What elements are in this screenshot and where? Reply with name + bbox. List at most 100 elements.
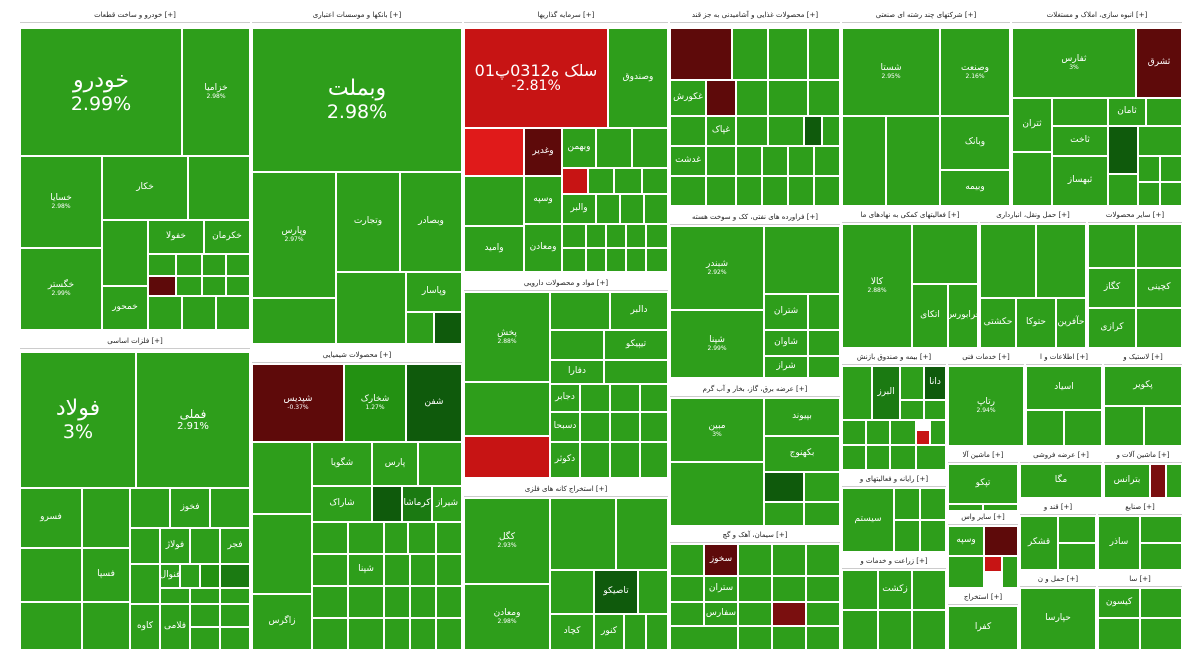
- stock-tile[interactable]: [670, 176, 706, 206]
- sector-header[interactable]: ماشین آلا [+]: [948, 448, 1018, 463]
- stock-tile[interactable]: فسپا: [82, 548, 130, 602]
- stock-tile[interactable]: [842, 570, 878, 610]
- stock-tile[interactable]: وتجارت: [336, 172, 400, 272]
- stock-tile[interactable]: [1138, 126, 1182, 156]
- stock-tile[interactable]: [808, 80, 840, 116]
- sector-header[interactable]: بیمه و صندوق بازنش [+]: [842, 350, 946, 365]
- sector-header[interactable]: سیمان، آهک و گچ [+]: [670, 528, 840, 543]
- stock-tile[interactable]: زکشت: [878, 570, 912, 610]
- stock-tile[interactable]: ستران: [704, 576, 738, 602]
- stock-tile[interactable]: خگستر 2.99%: [20, 248, 102, 330]
- stock-tile[interactable]: [550, 570, 594, 614]
- sector-header[interactable]: حمل و ن [+]: [1020, 572, 1096, 587]
- stock-tile[interactable]: وپارس 2.97%: [252, 172, 336, 298]
- stock-tile[interactable]: شاوان: [764, 330, 808, 356]
- stock-tile[interactable]: شراز: [764, 356, 808, 378]
- stock-tile[interactable]: [252, 514, 312, 594]
- stock-tile[interactable]: تیپیکو: [604, 330, 668, 360]
- stock-tile[interactable]: [464, 176, 524, 226]
- stock-tile[interactable]: [1108, 126, 1138, 174]
- stock-tile[interactable]: حکشتی: [980, 298, 1016, 348]
- stock-tile[interactable]: غکورش: [670, 80, 706, 116]
- stock-tile[interactable]: خکار: [102, 156, 188, 220]
- stock-tile[interactable]: [1052, 98, 1108, 126]
- sector-header[interactable]: حمل ونقل، انبارداری [+]: [980, 208, 1086, 223]
- stock-tile[interactable]: [418, 442, 462, 486]
- stock-tile[interactable]: [638, 570, 668, 614]
- stock-tile[interactable]: سیستم: [842, 488, 894, 552]
- stock-tile[interactable]: [20, 602, 82, 650]
- stock-tile[interactable]: [464, 382, 550, 436]
- stock-tile[interactable]: [1088, 224, 1136, 268]
- stock-tile[interactable]: [82, 488, 130, 548]
- stock-tile[interactable]: ثفارس 3%: [1012, 28, 1136, 98]
- stock-tile[interactable]: فولاد 3%: [20, 352, 136, 488]
- stock-tile[interactable]: وبملت 2.98%: [252, 28, 462, 172]
- stock-tile[interactable]: دسبحا: [550, 412, 580, 442]
- stock-tile[interactable]: [464, 436, 550, 478]
- stock-tile[interactable]: شپنا: [348, 554, 384, 586]
- stock-tile[interactable]: دالبر: [610, 292, 668, 330]
- stock-tile[interactable]: خزامیا 2.98%: [182, 28, 250, 156]
- stock-tile[interactable]: وپاسار: [406, 272, 462, 312]
- stock-tile[interactable]: مگا: [1020, 464, 1102, 498]
- stock-tile[interactable]: [20, 548, 82, 602]
- stock-tile[interactable]: [1146, 98, 1182, 126]
- stock-tile[interactable]: [616, 498, 668, 570]
- stock-tile[interactable]: شپدیس -0.37%: [252, 364, 344, 442]
- stock-tile[interactable]: قشکر: [1020, 516, 1058, 570]
- stock-tile[interactable]: شیراز: [432, 486, 462, 522]
- stock-tile[interactable]: وبانک: [940, 116, 1010, 170]
- stock-tile[interactable]: [102, 220, 148, 286]
- stock-tile[interactable]: [1012, 152, 1052, 206]
- stock-tile[interactable]: [550, 498, 616, 570]
- stock-tile[interactable]: [82, 602, 130, 650]
- sector-header[interactable]: رایانه و فعالیتهای و [+]: [842, 472, 946, 487]
- stock-tile[interactable]: حپارسا: [1020, 588, 1096, 650]
- stock-tile[interactable]: [1136, 308, 1182, 348]
- stock-tile[interactable]: ثتران: [1012, 98, 1052, 152]
- stock-tile[interactable]: شبندر 2.92%: [670, 226, 764, 310]
- stock-tile[interactable]: وصندوق: [608, 28, 668, 128]
- sector-header[interactable]: سا [+]: [1098, 572, 1182, 587]
- stock-tile[interactable]: [130, 564, 160, 604]
- stock-tile[interactable]: کفرا: [948, 606, 1018, 650]
- stock-tile[interactable]: وغدیر: [524, 128, 562, 176]
- stock-tile[interactable]: ومعادن: [524, 224, 562, 272]
- stock-tile[interactable]: فملی 2.91%: [136, 352, 250, 488]
- stock-tile[interactable]: [670, 116, 706, 146]
- stock-tile[interactable]: البرز: [872, 366, 900, 420]
- stock-tile[interactable]: [670, 28, 732, 80]
- sector-header[interactable]: سرمایه گذاریها [+]: [464, 8, 668, 23]
- stock-tile[interactable]: مبین 3%: [670, 398, 764, 462]
- stock-tile[interactable]: پخش 2.88%: [464, 292, 550, 382]
- stock-tile[interactable]: وبهمن: [562, 128, 596, 168]
- stock-tile[interactable]: [912, 224, 978, 284]
- stock-tile[interactable]: [550, 292, 610, 330]
- stock-tile[interactable]: [210, 488, 250, 528]
- stock-tile[interactable]: کنور: [594, 614, 624, 650]
- stock-tile[interactable]: خمحور: [102, 286, 148, 330]
- stock-tile[interactable]: [900, 366, 924, 400]
- stock-tile[interactable]: اتکای: [912, 284, 948, 348]
- stock-tile[interactable]: شتران: [764, 294, 808, 330]
- stock-tile[interactable]: فنوال: [160, 564, 180, 588]
- stock-tile[interactable]: خفولا: [148, 220, 204, 254]
- sector-header[interactable]: استخراج کانه های فلزی [+]: [464, 482, 668, 497]
- sector-header[interactable]: سایر محصولات [+]: [1088, 208, 1182, 223]
- sector-header[interactable]: فلزات اساسی [+]: [20, 334, 250, 349]
- stock-tile[interactable]: شپنا 2.99%: [670, 310, 764, 378]
- sector-header[interactable]: محصولات غذایی و آشامیدنی به جز قند [+]: [670, 8, 840, 23]
- stock-tile[interactable]: شخارک 1.27%: [344, 364, 406, 442]
- stock-tile[interactable]: فولاژ: [160, 528, 190, 564]
- stock-tile[interactable]: اسیاد: [1026, 366, 1102, 410]
- stock-tile[interactable]: [562, 168, 588, 194]
- stock-tile[interactable]: [1136, 224, 1182, 268]
- stock-tile[interactable]: [706, 176, 736, 206]
- stock-tile[interactable]: ثامان: [1108, 98, 1146, 126]
- stock-tile[interactable]: [580, 384, 610, 412]
- stock-tile[interactable]: [190, 528, 220, 564]
- stock-tile[interactable]: [632, 128, 668, 168]
- stock-tile[interactable]: [372, 486, 402, 522]
- stock-tile[interactable]: رتاپ 2.94%: [948, 366, 1024, 446]
